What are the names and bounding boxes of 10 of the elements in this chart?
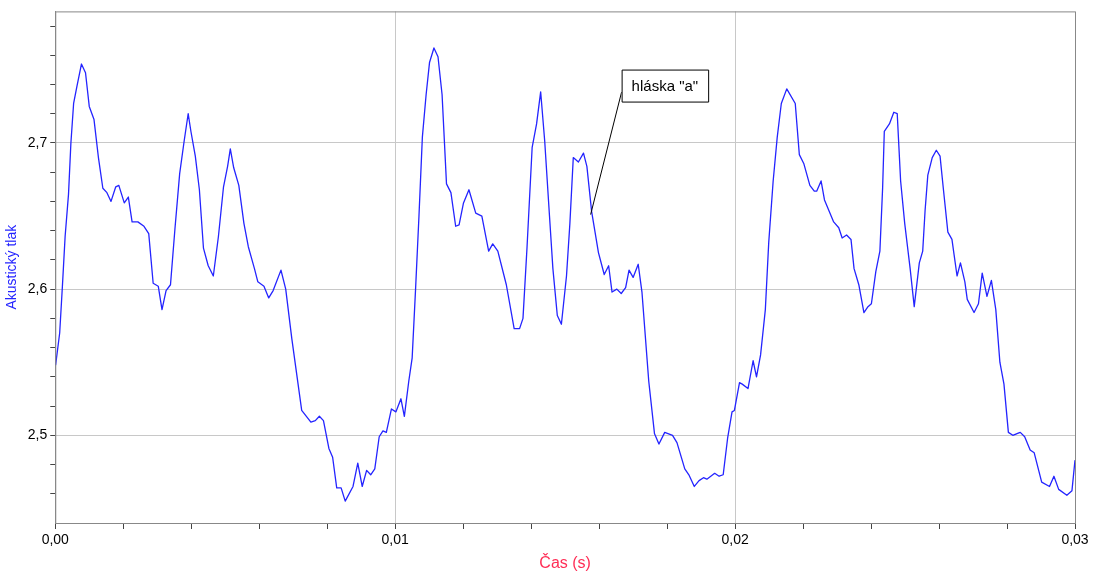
y-tick-label: 2,5 xyxy=(27,426,48,443)
x-axis-title: Čas (s) xyxy=(539,552,591,571)
x-tick-label: 0,01 xyxy=(381,531,410,548)
y-tick-label: 2,6 xyxy=(27,279,48,296)
y-tick-label: 2,7 xyxy=(27,133,48,150)
x-tick-label: 0,03 xyxy=(1061,531,1089,548)
annotation: hláska "a" xyxy=(631,76,699,94)
x-tick-label: 0,02 xyxy=(721,531,749,548)
x-tick-label: 0,00 xyxy=(41,531,70,548)
y-axis-title: Akustický tlak xyxy=(3,223,20,310)
